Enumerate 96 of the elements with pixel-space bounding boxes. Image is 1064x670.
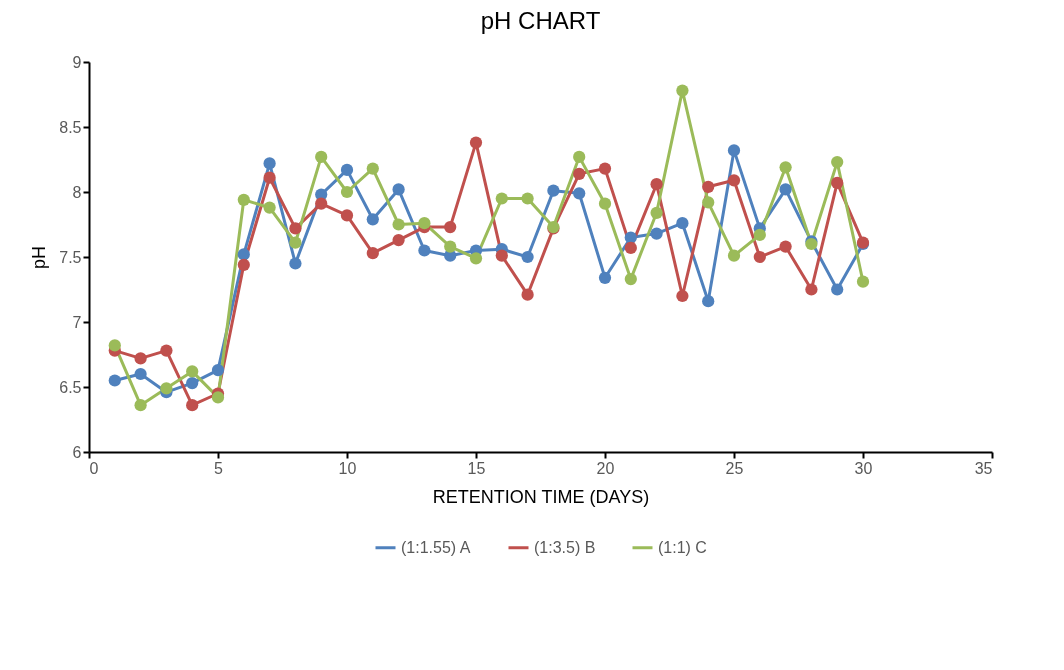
point (727, 174, 741, 187)
legend-label: (1:3.5) B (534, 538, 596, 556)
point (134, 399, 147, 412)
point (134, 352, 147, 365)
point (753, 228, 766, 242)
point (495, 192, 508, 205)
point (702, 180, 715, 193)
x-tick-label: 20 (596, 459, 615, 477)
point (573, 150, 586, 164)
point (469, 136, 483, 149)
point (392, 183, 405, 196)
y-tick-label: 6 (72, 443, 82, 461)
x-axis-title: RETENTION TIME (DAYS) (432, 486, 650, 507)
x-tick-label: 0 (89, 459, 99, 477)
point (418, 217, 431, 230)
point (779, 183, 792, 196)
point (547, 184, 560, 197)
point (263, 171, 276, 184)
point (444, 240, 457, 253)
point (444, 220, 457, 234)
y-tick-label: 8.5 (59, 118, 82, 136)
point (263, 157, 276, 170)
point (598, 197, 612, 210)
point (340, 163, 354, 177)
point (727, 144, 741, 157)
point (831, 176, 844, 190)
legend-label: (1:1.55) A (401, 538, 471, 556)
point (160, 344, 173, 357)
point (289, 222, 302, 235)
point (702, 196, 715, 209)
legend-label: (1:1) C (658, 538, 707, 556)
point (624, 272, 637, 286)
point (340, 209, 354, 222)
point (521, 250, 534, 264)
point (366, 213, 379, 226)
point (598, 271, 612, 284)
point (108, 374, 121, 387)
point (676, 217, 689, 230)
point (315, 150, 328, 164)
point (289, 236, 302, 249)
point (186, 365, 199, 378)
x-tick-label: 15 (467, 459, 486, 477)
point (211, 363, 225, 377)
point (624, 241, 637, 255)
point (856, 275, 870, 288)
point (366, 246, 379, 260)
point (753, 250, 766, 264)
point (160, 382, 173, 395)
y-tick-label: 8 (72, 183, 82, 201)
point (289, 257, 302, 270)
x-tick-label: 35 (974, 459, 993, 477)
point (366, 162, 379, 175)
point (727, 249, 741, 262)
point (237, 193, 250, 206)
x-tick-label: 30 (854, 459, 873, 477)
y-axis-title: pH (29, 245, 50, 270)
point (650, 227, 663, 240)
y-tick-label: 6.5 (59, 378, 82, 396)
point (134, 367, 147, 381)
point (392, 233, 405, 247)
y-tick-label: 7.5 (59, 248, 82, 266)
point (779, 161, 792, 174)
y-tick-label: 9 (72, 53, 82, 71)
point (650, 178, 663, 191)
point (573, 187, 586, 200)
point (650, 206, 663, 219)
x-tick-label: 5 (214, 459, 224, 477)
point (598, 162, 612, 175)
point (831, 155, 844, 169)
point (315, 197, 328, 210)
point (237, 248, 250, 261)
point (805, 283, 818, 296)
point (521, 192, 534, 205)
point (211, 391, 225, 404)
point (831, 283, 844, 296)
point (418, 244, 431, 257)
point (702, 295, 715, 308)
point (676, 84, 689, 97)
x-tick-label: 25 (725, 459, 744, 477)
point (392, 218, 405, 231)
point (237, 258, 250, 271)
point (263, 201, 276, 214)
point (779, 240, 792, 253)
y-tick-label: 7 (72, 313, 82, 331)
point (186, 376, 199, 390)
point (186, 399, 199, 412)
chart-title: pH CHART (480, 7, 601, 34)
point (108, 339, 121, 352)
point (521, 288, 534, 301)
point (624, 231, 637, 244)
point (573, 167, 586, 180)
point (676, 289, 689, 303)
point (340, 185, 354, 199)
point (469, 252, 483, 265)
x-tick-label: 10 (338, 459, 357, 477)
point (495, 249, 508, 262)
